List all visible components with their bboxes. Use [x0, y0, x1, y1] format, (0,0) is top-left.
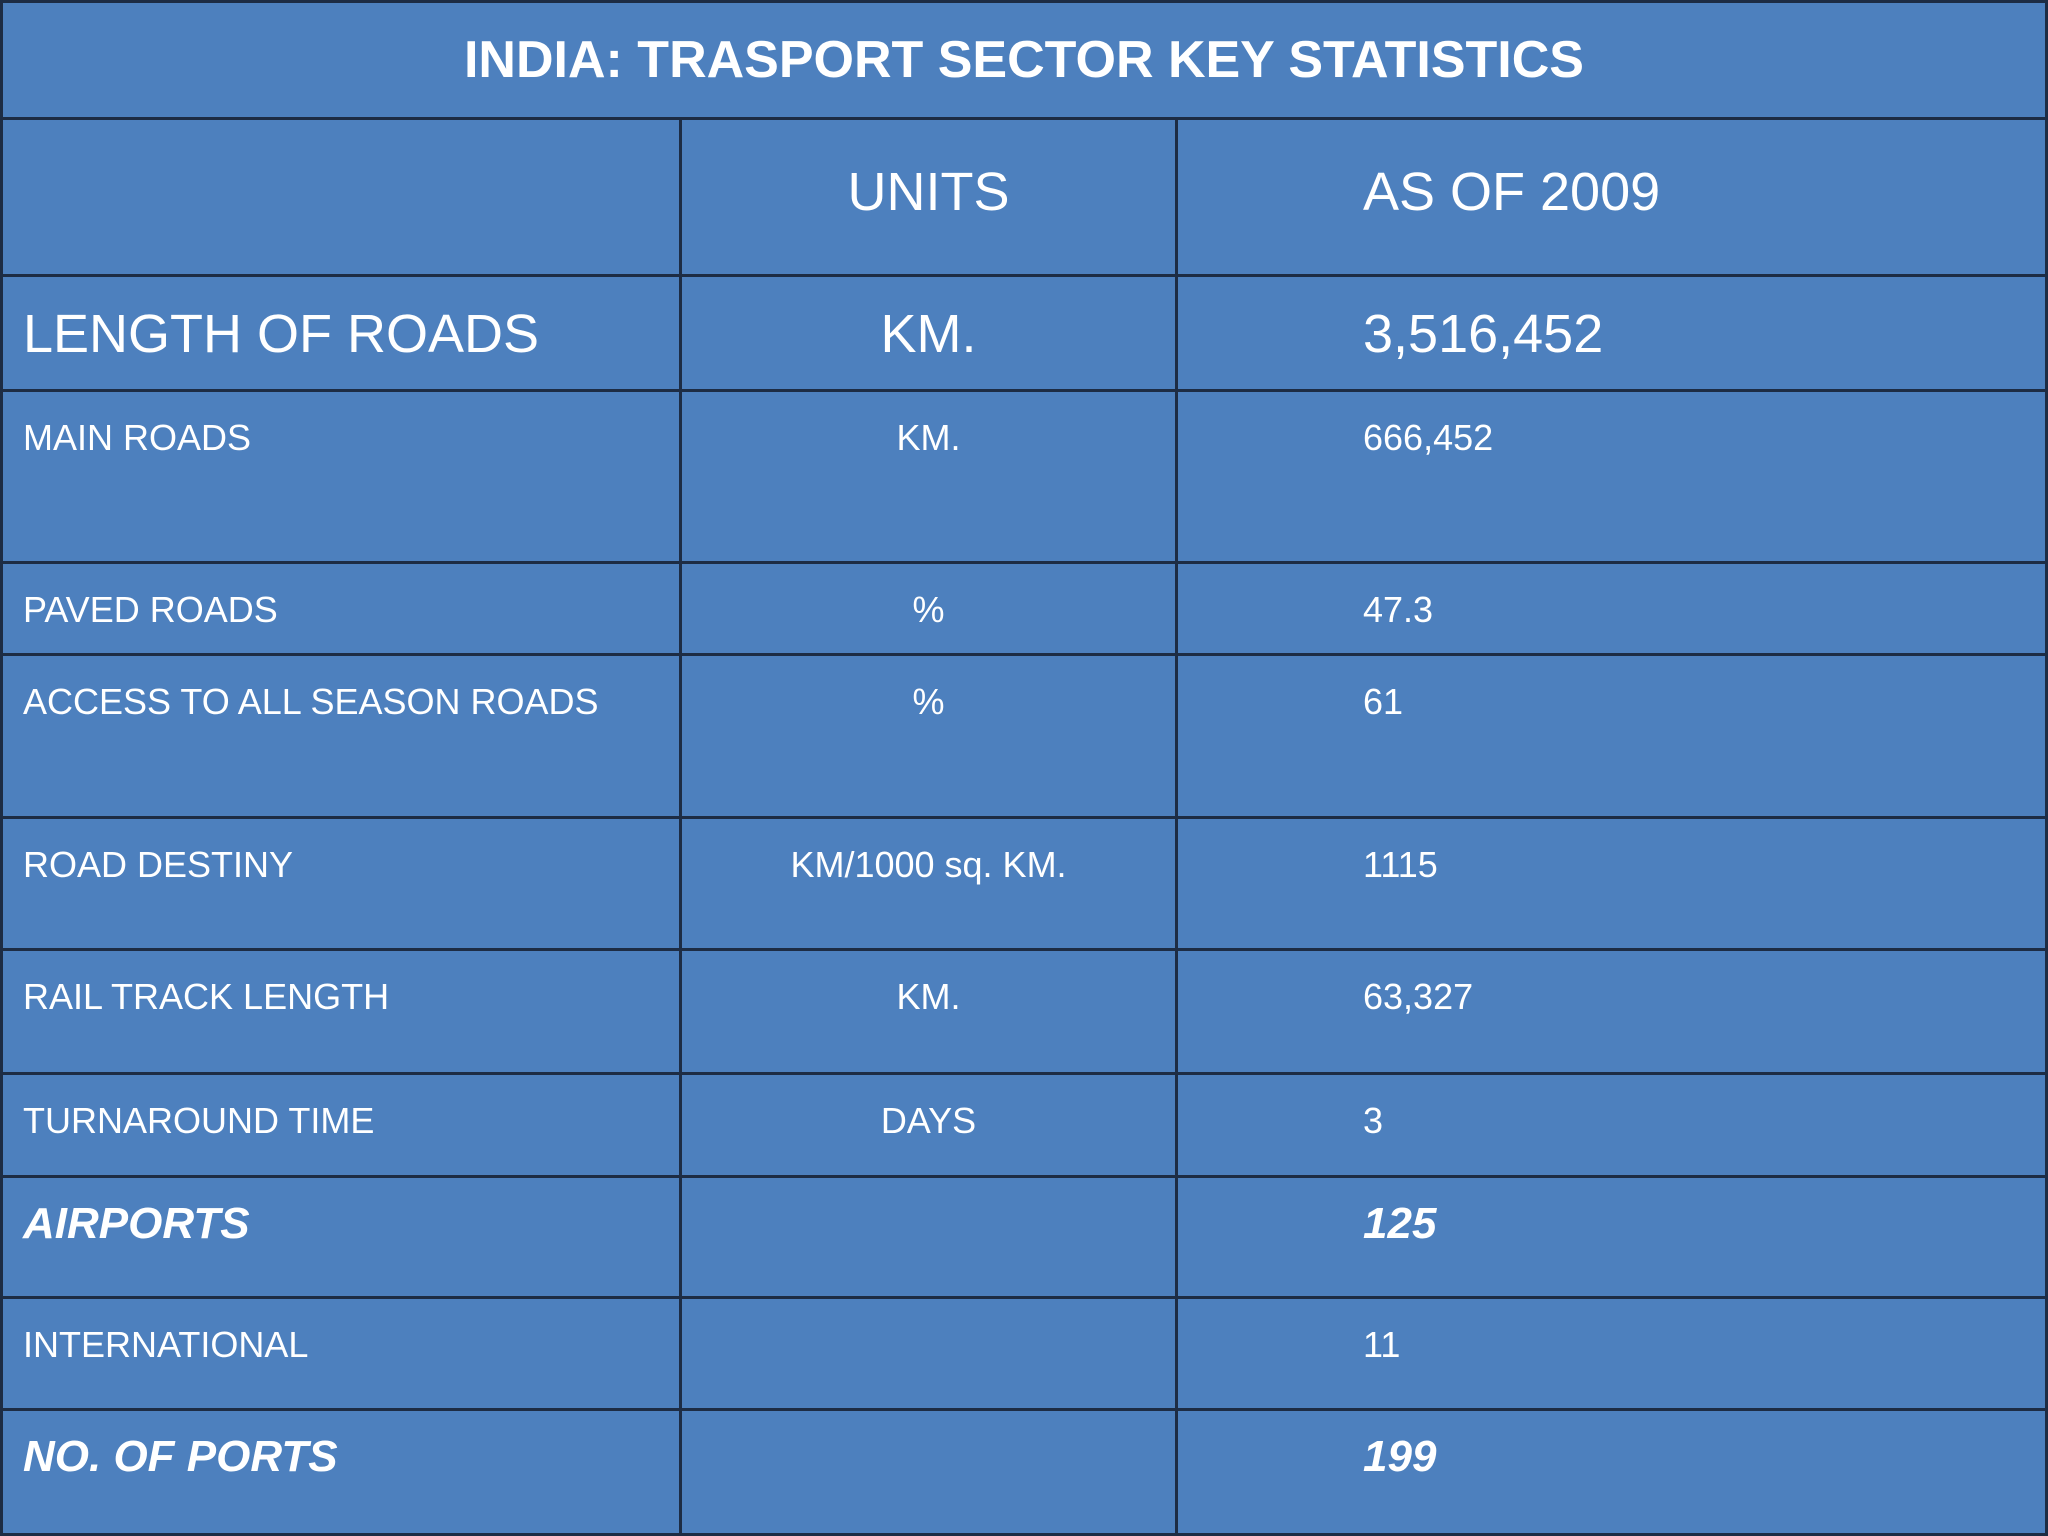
table-row: PAVED ROADS% 47.3 — [0, 564, 2048, 656]
row-value: 63,327 — [1363, 976, 1474, 1017]
row-value: 3 — [1363, 1100, 1384, 1141]
row-units — [682, 1411, 1178, 1533]
row-label: INTERNATIONAL — [3, 1299, 682, 1408]
table-row: MAIN ROADS KM. 666,452 — [0, 392, 2048, 564]
table-row: ROAD DESTINY KM/1000 sq. KM. 1115 — [0, 819, 2048, 951]
row-label: NO. OF PORTS — [3, 1411, 682, 1533]
header-cell: UNITS — [682, 120, 1178, 274]
row-units — [682, 1178, 1178, 1296]
row-units: DAYS — [682, 1075, 1178, 1175]
row-units: % — [682, 564, 1178, 653]
row-value: 1115 — [1363, 844, 1438, 885]
row-value: 125 — [1363, 1199, 1437, 1248]
table-row: TURNAROUND TIME DAYS 3 — [0, 1075, 2048, 1178]
row-value: 3,516,452 — [1363, 304, 1604, 364]
header-row: UNITS AS OF 2009 — [0, 120, 2048, 277]
row-value: 666,452 — [1363, 417, 1494, 458]
table-row: ACCESS TO ALL SEASON ROADS% 61 — [0, 656, 2048, 819]
row-units: KM. — [682, 277, 1178, 389]
row-units: KM. — [682, 392, 1178, 561]
table-row: NO. OF PORTS 199 — [0, 1411, 2048, 1536]
row-label: TURNAROUND TIME — [3, 1075, 682, 1175]
row-value: 11 — [1363, 1324, 1401, 1365]
row-label: RAIL TRACK LENGTH — [3, 951, 682, 1072]
table-row: RAIL TRACK LENGTH KM. 63,327 — [0, 951, 2048, 1075]
row-value: 199 — [1363, 1432, 1437, 1481]
row-units: KM. — [682, 951, 1178, 1072]
table-row: AIRPORTS 125 — [0, 1178, 2048, 1299]
row-label: MAIN ROADS — [3, 392, 682, 561]
row-label: PAVED ROADS — [3, 564, 682, 653]
row-units: % — [682, 656, 1178, 816]
row-label: ACCESS TO ALL SEASON ROADS — [3, 656, 682, 816]
row-units: KM/1000 sq. KM. — [682, 819, 1178, 948]
row-units — [682, 1299, 1178, 1408]
row-label: AIRPORTS — [3, 1178, 682, 1296]
table: UNITS AS OF 2009 LENGTH OF ROADS KM. 3,516,4… — [0, 120, 2048, 1536]
row-value: 47.3 — [1363, 589, 1434, 630]
row-label: ROAD DESTINY — [3, 819, 682, 948]
table-row: LENGTH OF ROADS KM. 3,516,452 — [0, 277, 2048, 392]
row-value: 61 — [1363, 681, 1404, 722]
row-label: LENGTH OF ROADS — [3, 277, 682, 389]
slide-title: INDIA: TRASPORT SECTOR KEY STATISTICS — [0, 0, 2048, 120]
table-row: INTERNATIONAL 11 — [0, 1299, 2048, 1411]
header-cell — [3, 120, 682, 274]
header-cell: AS OF 2009 — [1363, 162, 1661, 222]
